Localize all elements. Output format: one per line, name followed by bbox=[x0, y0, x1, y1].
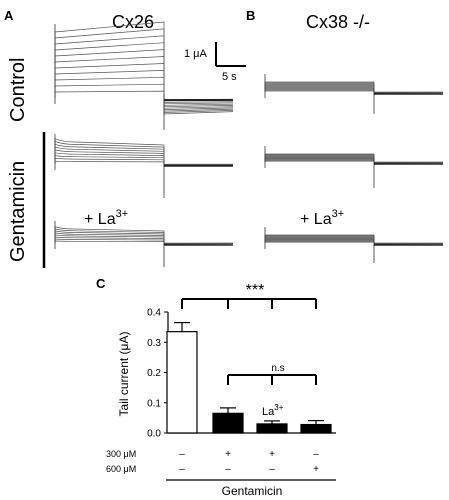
bar-chart: 0.0 0.1 0.2 0.3 0.4 La3+ *** n.s 300 μM – + + – 600 μ… bbox=[106, 282, 336, 498]
significance-bracket: n.s bbox=[227, 363, 317, 385]
traces-cx38-gentamicin bbox=[264, 146, 444, 188]
panel-letter-b: B bbox=[246, 8, 255, 23]
condition-label: 600 μM bbox=[106, 464, 136, 474]
trace-sweep bbox=[54, 76, 234, 103]
traces-cx26-gentamicin bbox=[54, 134, 234, 198]
trace-sweep bbox=[54, 238, 234, 244]
trace-sweep bbox=[54, 234, 234, 244]
bar bbox=[212, 412, 244, 434]
condition-mark: + bbox=[269, 449, 275, 460]
y-tick-label: 0.3 bbox=[147, 338, 161, 349]
y-tick-label: 0.0 bbox=[147, 429, 161, 440]
scale-bar-current: 1 μA bbox=[184, 48, 208, 60]
traces-cx26-gentamicin-la bbox=[54, 221, 234, 267]
condition-mark: + bbox=[313, 464, 319, 475]
trace-sweep bbox=[54, 143, 234, 166]
trace-sweep bbox=[54, 152, 234, 166]
significance-label: *** bbox=[246, 282, 265, 299]
trace-sweep bbox=[54, 226, 234, 245]
panel-a-title: Cx26 bbox=[112, 12, 154, 32]
panel-letter-a: A bbox=[4, 8, 14, 23]
condition-mark: – bbox=[225, 464, 231, 475]
bar-annotation-la: La3+ bbox=[262, 403, 284, 418]
row-label-control: Control bbox=[7, 58, 29, 122]
condition-label: 300 μM bbox=[106, 449, 136, 459]
bar bbox=[166, 331, 198, 434]
traces-cx38-control bbox=[264, 74, 444, 114]
la-label-b: + La3+ bbox=[300, 208, 344, 228]
bar bbox=[300, 423, 332, 434]
condition-mark: – bbox=[269, 464, 275, 475]
trace-sweep bbox=[54, 236, 234, 244]
significance-label: n.s bbox=[271, 363, 284, 374]
trace-sweep bbox=[54, 228, 234, 245]
condition-mark: – bbox=[179, 464, 185, 475]
la-label-a: + La3+ bbox=[84, 208, 128, 228]
trace-sweep bbox=[54, 232, 234, 244]
row-label-gentamicin: Gentamicin bbox=[7, 161, 29, 262]
trace-sweep bbox=[54, 90, 234, 100]
condition-mark: – bbox=[179, 449, 185, 460]
traces-cx38-gentamicin-la bbox=[264, 227, 444, 263]
bar bbox=[256, 423, 288, 434]
condition-mark: – bbox=[313, 449, 319, 460]
trace-sweep bbox=[54, 70, 234, 105]
x-axis-label: Gentamicin bbox=[222, 484, 283, 498]
condition-mark: + bbox=[225, 449, 231, 460]
significance-bracket: *** bbox=[181, 282, 317, 309]
scale-bar-time: 5 s bbox=[222, 71, 237, 83]
trace-sweep bbox=[54, 160, 233, 165]
trace-sweep bbox=[54, 141, 234, 167]
trace-sweep bbox=[54, 240, 233, 244]
y-axis-label: Tail current (μA) bbox=[117, 332, 131, 417]
y-tick-label: 0.2 bbox=[147, 368, 161, 379]
panel-letter-c: C bbox=[96, 276, 106, 291]
trace-sweep bbox=[54, 230, 234, 245]
scale-bar: 1 μA 5 s bbox=[184, 42, 246, 83]
y-tick-label: 0.1 bbox=[147, 398, 161, 409]
traces-cx26-control bbox=[54, 21, 234, 130]
trace-sweep bbox=[54, 138, 234, 167]
trace-sweep bbox=[54, 146, 234, 166]
panel-b-title: Cx38 -/- bbox=[306, 12, 370, 32]
trace-sweep bbox=[54, 149, 234, 166]
trace-sweep bbox=[54, 158, 233, 165]
y-tick-label: 0.4 bbox=[147, 308, 161, 319]
trace-sweep bbox=[54, 155, 234, 166]
trace-sweep bbox=[54, 83, 234, 102]
